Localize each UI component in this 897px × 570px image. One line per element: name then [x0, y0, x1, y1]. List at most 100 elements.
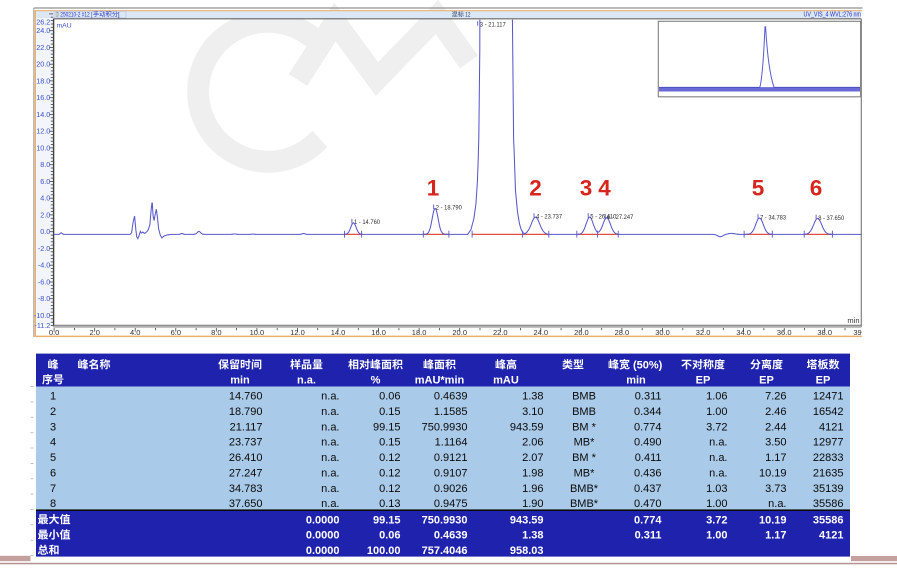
svg-text:22.0: 22.0 [36, 43, 50, 52]
svg-text:mAU: mAU [57, 22, 72, 29]
svg-text:35586: 35586 [813, 498, 844, 510]
svg-text:2 - 18.790: 2 - 18.790 [436, 205, 462, 212]
svg-text:32.0: 32.0 [696, 328, 711, 337]
svg-text:12.0: 12.0 [36, 127, 50, 136]
svg-text:min: min [230, 374, 250, 386]
svg-text:37.650: 37.650 [229, 498, 263, 510]
svg-text:0.490: 0.490 [634, 437, 662, 449]
svg-text:2.06: 2.06 [522, 437, 543, 449]
svg-text:n.a.: n.a. [321, 452, 339, 464]
svg-text:2.07: 2.07 [522, 452, 543, 464]
svg-text:BMB: BMB [572, 406, 596, 418]
svg-text:2.44: 2.44 [765, 421, 786, 433]
svg-text:2: 2 [529, 176, 542, 201]
svg-text:1.38: 1.38 [522, 391, 543, 403]
svg-text:0.0: 0.0 [49, 328, 59, 337]
svg-text:10.19: 10.19 [759, 514, 787, 526]
svg-text:1.17: 1.17 [765, 530, 786, 542]
svg-text:2.0: 2.0 [89, 328, 99, 337]
svg-text:min: min [626, 374, 646, 386]
svg-text:min: min [847, 316, 859, 325]
svg-text:-10.0: -10.0 [34, 311, 50, 320]
svg-text:24.0: 24.0 [533, 328, 548, 337]
svg-text:0.774: 0.774 [634, 514, 662, 526]
svg-text:n.a.: n.a. [321, 437, 339, 449]
svg-text:35139: 35139 [813, 483, 844, 495]
svg-text:12: 12 [465, 12, 471, 19]
svg-text:n.a.: n.a. [297, 374, 316, 386]
svg-text:BM *: BM * [572, 421, 597, 433]
svg-text:8.0: 8.0 [211, 328, 221, 337]
svg-text:0.436: 0.436 [634, 467, 662, 479]
svg-text:EP: EP [816, 374, 831, 386]
svg-text:n.a.: n.a. [321, 467, 339, 479]
svg-text:0.0000: 0.0000 [306, 545, 340, 557]
svg-text:30.0: 30.0 [655, 328, 670, 337]
svg-text:3.73: 3.73 [765, 483, 786, 495]
svg-text:4.0: 4.0 [130, 328, 140, 337]
svg-text:3.72: 3.72 [706, 421, 727, 433]
svg-text:21635: 21635 [813, 467, 844, 479]
svg-text:0.9475: 0.9475 [434, 498, 468, 510]
svg-text:0.12: 0.12 [379, 467, 400, 479]
svg-text:24.0: 24.0 [36, 26, 50, 35]
svg-text:26.410: 26.410 [229, 452, 263, 464]
svg-text:0.311: 0.311 [635, 391, 662, 403]
svg-text:BMB*: BMB* [570, 498, 599, 510]
svg-text:21.117: 21.117 [230, 421, 263, 433]
svg-text:n.a.: n.a. [709, 452, 727, 464]
svg-text:8.0: 8.0 [40, 160, 50, 169]
svg-text:38.0: 38.0 [817, 328, 832, 337]
svg-text:1.38: 1.38 [522, 530, 543, 542]
svg-text:n.a.: n.a. [321, 406, 339, 418]
svg-text:99.15: 99.15 [373, 514, 401, 526]
svg-text:UV_VIS_4 WVL:276 nm: UV_VIS_4 WVL:276 nm [804, 12, 862, 19]
svg-text:1.00: 1.00 [706, 498, 727, 510]
svg-text:(50%): (50%) [633, 359, 663, 371]
svg-text:n.a.: n.a. [768, 498, 786, 510]
svg-text:10.19: 10.19 [759, 467, 787, 479]
svg-text:36.0: 36.0 [777, 328, 792, 337]
svg-text:1.1164: 1.1164 [435, 437, 468, 449]
svg-text:BMB*: BMB* [570, 483, 599, 495]
svg-text:18.0: 18.0 [36, 76, 50, 85]
svg-text:1.03: 1.03 [706, 483, 727, 495]
svg-text:14.760: 14.760 [229, 391, 263, 403]
svg-text:99.15: 99.15 [373, 421, 401, 433]
svg-text:5: 5 [752, 176, 765, 201]
svg-text:0.06: 0.06 [379, 391, 400, 403]
svg-text:26.0: 26.0 [574, 328, 589, 337]
svg-text:34.0: 34.0 [736, 328, 751, 337]
svg-text:20.0: 20.0 [452, 328, 467, 337]
svg-text:6.0: 6.0 [171, 328, 181, 337]
svg-text:n.a.: n.a. [321, 498, 339, 510]
svg-text:0.0: 0.0 [40, 227, 50, 236]
svg-text:14.0: 14.0 [36, 110, 50, 119]
svg-text:14.0: 14.0 [331, 328, 346, 337]
svg-text:750.9930: 750.9930 [422, 421, 468, 433]
svg-text:1 - 14.760: 1 - 14.760 [354, 219, 380, 226]
svg-text:1.96: 1.96 [522, 483, 543, 495]
svg-text:EP: EP [696, 374, 711, 386]
svg-text:7: 7 [50, 483, 56, 495]
svg-text:39: 39 [853, 328, 861, 337]
svg-text:4121: 4121 [819, 421, 843, 433]
svg-text:0.9121: 0.9121 [434, 452, 468, 464]
svg-text:750.9930: 750.9930 [422, 514, 468, 526]
svg-text:5: 5 [50, 452, 56, 464]
svg-text:16.0: 16.0 [371, 328, 386, 337]
svg-text:18.790: 18.790 [229, 406, 263, 418]
svg-text:8: 8 [50, 498, 56, 510]
svg-text:1.90: 1.90 [522, 498, 543, 510]
svg-text:-6.0: -6.0 [38, 277, 50, 286]
svg-text:MB*: MB* [574, 437, 596, 449]
svg-text:BMB: BMB [572, 391, 596, 403]
svg-text:943.59: 943.59 [510, 514, 544, 526]
svg-text:0.344: 0.344 [634, 406, 662, 418]
svg-text:0.4639: 0.4639 [434, 391, 468, 403]
svg-text:3 - 21.117: 3 - 21.117 [480, 21, 506, 28]
svg-text:-2.0: -2.0 [38, 244, 50, 253]
svg-text:943.59: 943.59 [510, 421, 544, 433]
svg-text:n.a.: n.a. [321, 421, 339, 433]
svg-text:27.247: 27.247 [229, 467, 263, 479]
